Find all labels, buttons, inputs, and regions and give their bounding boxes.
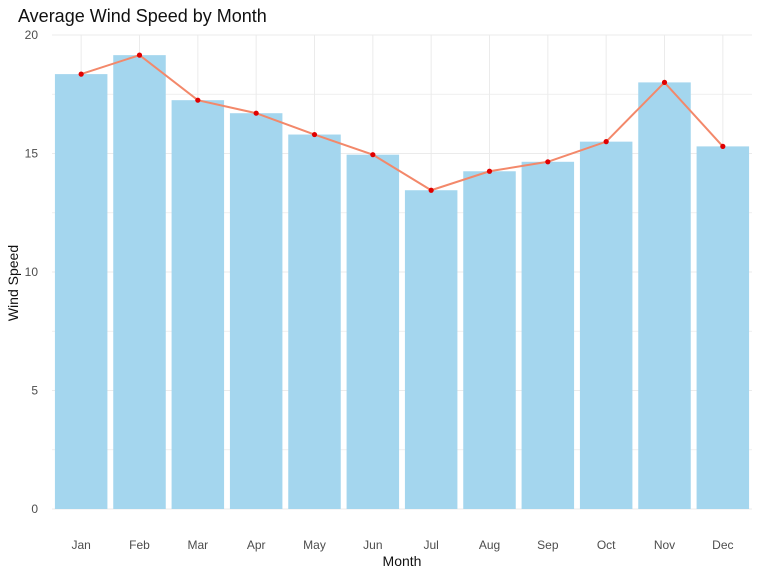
bar bbox=[579, 141, 633, 509]
bar bbox=[404, 190, 458, 510]
bar bbox=[638, 82, 691, 510]
line-layer bbox=[80, 54, 724, 192]
data-point bbox=[136, 52, 143, 58]
data-point bbox=[720, 143, 726, 149]
bar bbox=[288, 134, 341, 510]
y-tick-label: 0 bbox=[31, 502, 38, 516]
data-point bbox=[311, 131, 318, 138]
x-ticks-layer: Jan Feb Mar Apr May Jun Jul Aug Sep Oct Nov Dec bbox=[71, 538, 733, 552]
data-point bbox=[428, 187, 434, 193]
bar bbox=[463, 171, 516, 509]
data-point bbox=[661, 79, 668, 85]
data-point bbox=[78, 71, 84, 77]
bar bbox=[696, 146, 750, 509]
bar bbox=[229, 113, 283, 510]
x-tick-label: Apr bbox=[247, 538, 266, 552]
bar bbox=[171, 100, 225, 510]
data-point bbox=[486, 168, 493, 174]
y-tick-label: 20 bbox=[25, 28, 39, 42]
x-tick-label: Sep bbox=[537, 538, 559, 552]
data-point bbox=[195, 97, 201, 103]
bar bbox=[346, 154, 400, 509]
x-tick-label: Jun bbox=[363, 538, 382, 552]
x-tick-label: Dec bbox=[712, 538, 733, 552]
data-point bbox=[253, 110, 259, 116]
data-point bbox=[370, 152, 376, 158]
y-tick-label: 10 bbox=[25, 265, 39, 279]
y-ticks-layer: 0 5 10 15 20 bbox=[25, 28, 39, 516]
y-axis-title: Wind Speed bbox=[5, 245, 21, 321]
x-tick-label: May bbox=[303, 538, 326, 552]
series-line bbox=[80, 54, 724, 192]
points-layer bbox=[78, 52, 726, 193]
x-axis-title: Month bbox=[383, 553, 422, 569]
x-tick-label: Jan bbox=[71, 538, 90, 552]
bar bbox=[54, 74, 108, 509]
bars-layer bbox=[54, 55, 750, 510]
data-point bbox=[603, 139, 609, 145]
x-tick-label: Nov bbox=[654, 538, 675, 552]
x-tick-label: Oct bbox=[597, 538, 616, 552]
bar bbox=[113, 55, 166, 510]
y-tick-label: 15 bbox=[25, 147, 39, 161]
chart-title: Average Wind Speed by Month bbox=[18, 6, 267, 26]
x-tick-label: Mar bbox=[187, 538, 208, 552]
y-tick-label: 5 bbox=[31, 384, 38, 398]
x-tick-label: Aug bbox=[479, 538, 500, 552]
x-tick-label: Feb bbox=[129, 538, 150, 552]
x-tick-label: Jul bbox=[423, 538, 438, 552]
bar bbox=[521, 161, 575, 510]
data-point bbox=[545, 159, 551, 165]
